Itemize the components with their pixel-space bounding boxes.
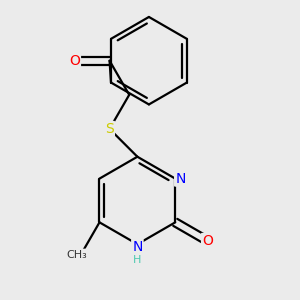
Text: O: O	[69, 54, 80, 68]
Text: S: S	[105, 122, 114, 136]
Text: N: N	[175, 172, 185, 186]
Text: H: H	[133, 255, 142, 265]
Text: O: O	[202, 234, 213, 248]
Text: N: N	[132, 240, 142, 254]
Text: CH₃: CH₃	[66, 250, 87, 260]
